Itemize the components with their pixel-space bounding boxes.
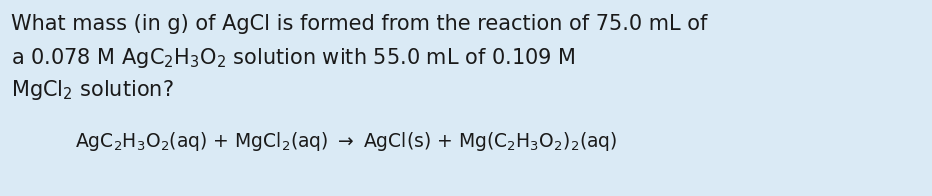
Text: a 0.078 M AgC$_2$H$_3$O$_2$ solution with 55.0 mL of 0.109 M: a 0.078 M AgC$_2$H$_3$O$_2$ solution wit… [11, 46, 576, 70]
Text: AgC$_2$H$_3$O$_2$(aq) + MgCl$_2$(aq) $\rightarrow$ AgCl(s) + Mg(C$_2$H$_3$O$_2$): AgC$_2$H$_3$O$_2$(aq) + MgCl$_2$(aq) $\r… [75, 130, 618, 153]
Text: MgCl$_2$ solution?: MgCl$_2$ solution? [11, 78, 173, 102]
Text: What mass (in g) of AgCl is formed from the reaction of 75.0 mL of: What mass (in g) of AgCl is formed from … [11, 14, 707, 34]
